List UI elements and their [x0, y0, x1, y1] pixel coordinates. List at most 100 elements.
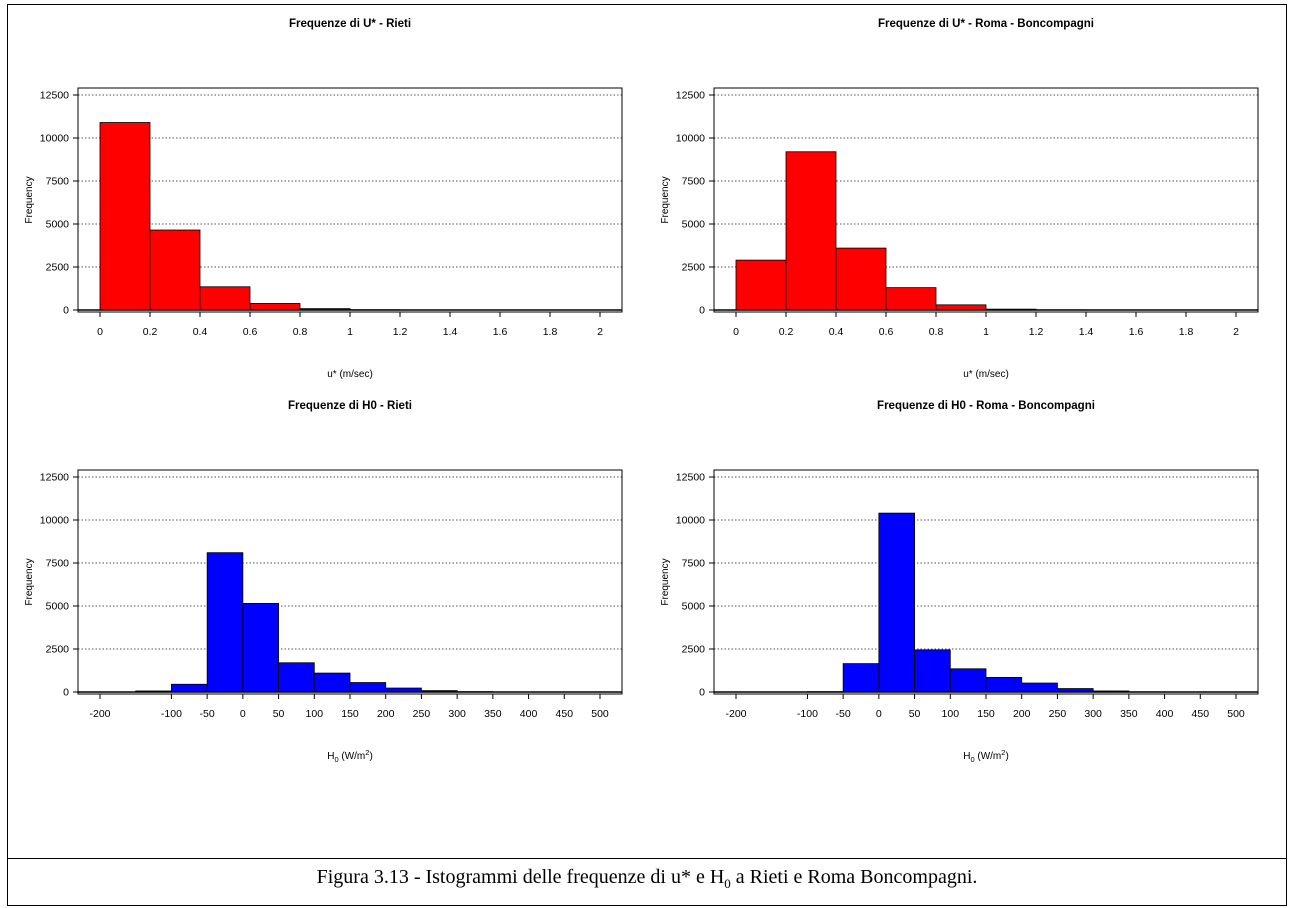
histogram-bar: [249, 303, 301, 311]
histogram-h0-roma-boncompagni: Frequenze di H0 - Roma - Boncompagni0250…: [660, 400, 1259, 764]
figure-frame: [7, 4, 1287, 906]
x-axis-label: u* (m/sec): [327, 369, 373, 380]
x-tick-label: 2: [597, 326, 603, 338]
histogram-bar: [914, 649, 951, 693]
y-axis-label: Frequency: [24, 176, 35, 223]
histogram-bar: [935, 304, 987, 311]
x-axis-label-superscript: 2: [1001, 748, 1005, 757]
x-tick-label: 350: [484, 708, 502, 720]
caption-subscript: 0: [724, 876, 731, 891]
x-tick-label: 500: [1227, 708, 1245, 720]
x-tick-label: 200: [1013, 708, 1031, 720]
x-axis-label-subscript: 0: [334, 755, 338, 764]
histogram-ustar-rieti: Frequenze di U* - Rieti 0 2500 5000 7500 1000…: [24, 18, 623, 380]
x-axis-label-close: ): [1005, 751, 1008, 762]
x-axis-label: H0 (W/m2): [327, 748, 373, 764]
y-tick-label: 7500: [682, 176, 706, 188]
x-tick-label: 1.8: [1179, 326, 1194, 338]
x-tick-label: -50: [836, 708, 851, 720]
x-tick-label: 250: [413, 708, 431, 720]
y-tick-label: 10000: [676, 133, 705, 145]
y-tick-label: 2500: [682, 644, 706, 656]
x-axis-label-base: H: [327, 751, 334, 762]
x-tick-label: 1: [983, 326, 989, 338]
caption-text-before: Figura 3.13 - Istogrammi delle frequenze…: [316, 866, 725, 888]
histogram-bar: [842, 663, 880, 693]
x-axis-label: H0 (W/m2): [963, 748, 1009, 764]
y-tick-label: 7500: [682, 558, 706, 570]
y-tick-label: 7500: [46, 558, 70, 570]
x-tick-label: 50: [273, 708, 285, 720]
x-tick-label: 100: [306, 708, 324, 720]
y-tick-label: 5000: [682, 601, 706, 613]
y-tick-label: 10000: [40, 133, 69, 145]
y-tick-label: 10000: [40, 515, 69, 527]
histogram-bar: [242, 603, 279, 693]
x-tick-label: -200: [725, 708, 746, 720]
x-tick-label: 0.6: [879, 326, 894, 338]
x-tick-label: 0: [876, 708, 882, 720]
x-tick-label: 0.8: [929, 326, 944, 338]
x-axis-label-unit: (W/m: [339, 751, 366, 762]
plot-box: [77, 469, 623, 695]
x-tick-label: 350: [1120, 708, 1138, 720]
x-tick-label: 2: [1233, 326, 1239, 338]
histogram-bar: [835, 247, 887, 311]
y-tick-label: 2500: [46, 644, 70, 656]
x-tick-label: 250: [1049, 708, 1067, 720]
x-tick-label: 0: [733, 326, 739, 338]
histogram-bar: [206, 552, 244, 693]
histogram-bar: [171, 683, 208, 693]
histogram-bar: [785, 151, 837, 311]
y-axis-label: Frequency: [660, 176, 671, 223]
histogram-bar: [278, 662, 315, 693]
chart-title: Frequenze di U* - Rieti: [289, 18, 411, 30]
x-tick-label: 500: [591, 708, 609, 720]
chart-title: Frequenze di H0 - Roma - Boncompagni: [877, 400, 1095, 412]
x-tick-label: 1.6: [493, 326, 508, 338]
histogram-bar: [349, 682, 387, 693]
histogram-bar: [885, 287, 937, 311]
x-tick-label: 0.8: [293, 326, 308, 338]
y-axis-label: Frequency: [24, 558, 35, 605]
y-tick-label: 2500: [46, 262, 70, 274]
x-axis-label-superscript: 2: [365, 748, 369, 757]
x-tick-label: 1.8: [543, 326, 558, 338]
y-tick-label: 0: [63, 687, 69, 699]
y-tick-label: 2500: [682, 262, 706, 274]
y-tick-label: 5000: [46, 219, 70, 231]
chart-title: Frequenze di H0 - Rieti: [288, 400, 412, 412]
y-tick-label: 0: [63, 305, 69, 317]
x-tick-label: -200: [89, 708, 110, 720]
x-tick-label: 0.2: [143, 326, 158, 338]
histogram-bar: [735, 259, 787, 311]
x-tick-label: 150: [341, 708, 359, 720]
x-tick-label: 1.2: [1029, 326, 1044, 338]
histogram-bar: [878, 512, 915, 693]
x-tick-label: 1: [347, 326, 353, 338]
x-tick-label: 1.2: [393, 326, 408, 338]
y-tick-label: 12500: [40, 90, 69, 102]
histogram-bar: [149, 229, 201, 311]
x-tick-label: 0.2: [779, 326, 794, 338]
histogram-bar: [199, 286, 251, 311]
x-tick-label: -100: [161, 708, 182, 720]
x-tick-label: 50: [909, 708, 921, 720]
x-tick-label: 300: [448, 708, 466, 720]
y-tick-label: 12500: [40, 472, 69, 484]
x-tick-label: 150: [977, 708, 995, 720]
x-tick-label: 400: [1156, 708, 1174, 720]
histogram-bar: [985, 676, 1023, 693]
x-tick-label: -50: [200, 708, 215, 720]
x-tick-label: 450: [556, 708, 574, 720]
x-tick-label: 100: [942, 708, 960, 720]
y-axis-label: Frequency: [660, 558, 671, 605]
y-tick-label: 7500: [46, 176, 70, 188]
caption-divider: [7, 858, 1287, 859]
histogram-bar: [313, 672, 351, 693]
histogram-bar: [99, 122, 151, 311]
x-axis-label: u* (m/sec): [963, 369, 1009, 380]
x-tick-label: 0: [240, 708, 246, 720]
y-tick-label: 10000: [676, 515, 705, 527]
x-tick-label: 0.6: [243, 326, 258, 338]
